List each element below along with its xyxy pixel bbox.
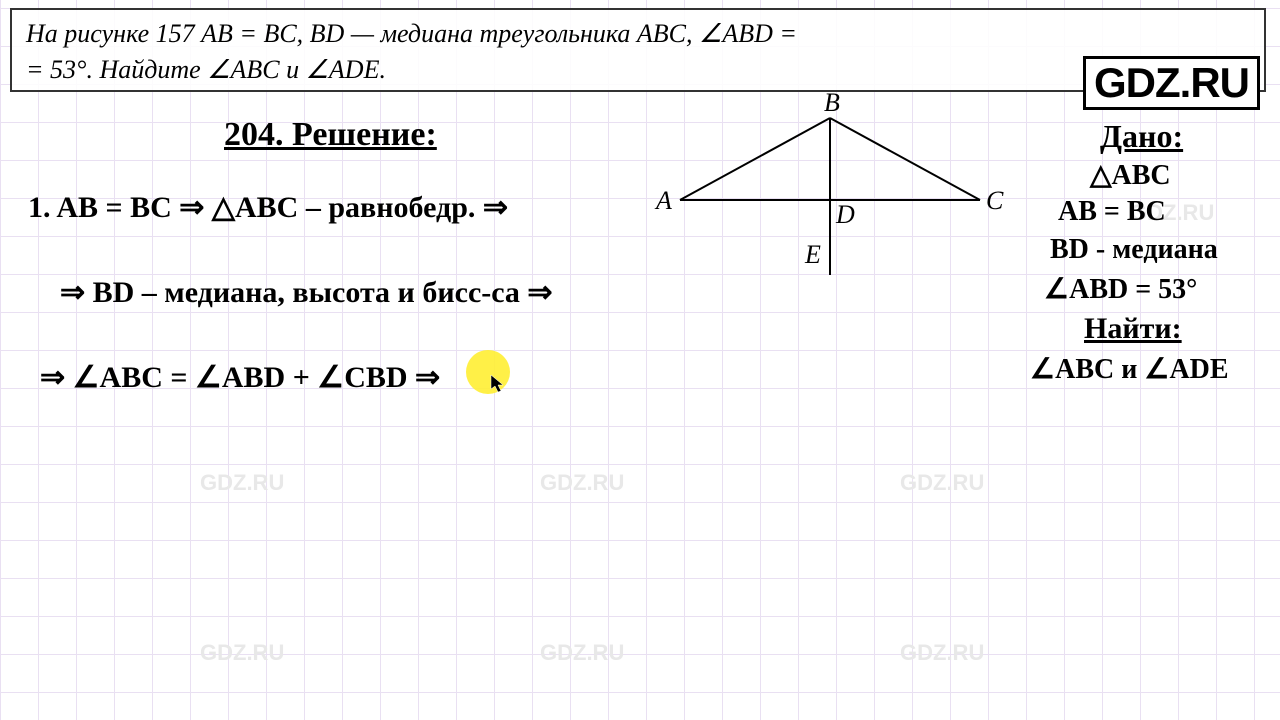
solution-step-1a: 1. AB = BC ⇒ △ABC – равнобедр. ⇒ <box>28 190 508 225</box>
given-line-1: △ABC <box>1090 158 1171 192</box>
watermark: GDZ.RU <box>200 640 284 666</box>
solution-title: 204. Решение: <box>224 116 437 154</box>
vertex-label-c: C <box>986 186 1003 216</box>
watermark: GDZ.RU <box>540 470 624 496</box>
find-title: Найти: <box>1084 312 1182 346</box>
solution-step-1c: ⇒ ∠ABC = ∠ABD + ∠CBD ⇒ <box>40 360 440 395</box>
given-title: Дано: <box>1100 118 1183 155</box>
vertex-label-e: E <box>805 240 821 270</box>
given-line-2: AB = BC <box>1058 196 1166 228</box>
watermark: GDZ.RU <box>900 640 984 666</box>
vertex-label-a: A <box>656 186 672 216</box>
given-line-3: BD - медиана <box>1050 234 1218 266</box>
triangle-diagram: A B C D E <box>650 100 1010 280</box>
problem-line-1: На рисунке 157 AB = BC, BD — медиана тре… <box>26 16 1250 52</box>
solution-step-1b: ⇒ BD – медиана, высота и бисс-са ⇒ <box>60 275 553 310</box>
find-line-1: ∠ABC и ∠ADE <box>1030 352 1229 386</box>
vertex-label-d: D <box>836 200 855 230</box>
watermark: GDZ.RU <box>200 470 284 496</box>
given-line-4: ∠ABD = 53° <box>1044 272 1197 306</box>
watermark: GDZ.RU <box>540 640 624 666</box>
problem-line-2: = 53°. Найдите ∠ABC и ∠ADE. <box>26 52 1250 88</box>
site-logo: GDZ.RU <box>1083 56 1260 110</box>
mouse-cursor-icon <box>490 374 506 394</box>
vertex-label-b: B <box>824 88 840 118</box>
problem-statement-box: На рисунке 157 AB = BC, BD — медиана тре… <box>10 8 1266 92</box>
watermark: GDZ.RU <box>900 470 984 496</box>
